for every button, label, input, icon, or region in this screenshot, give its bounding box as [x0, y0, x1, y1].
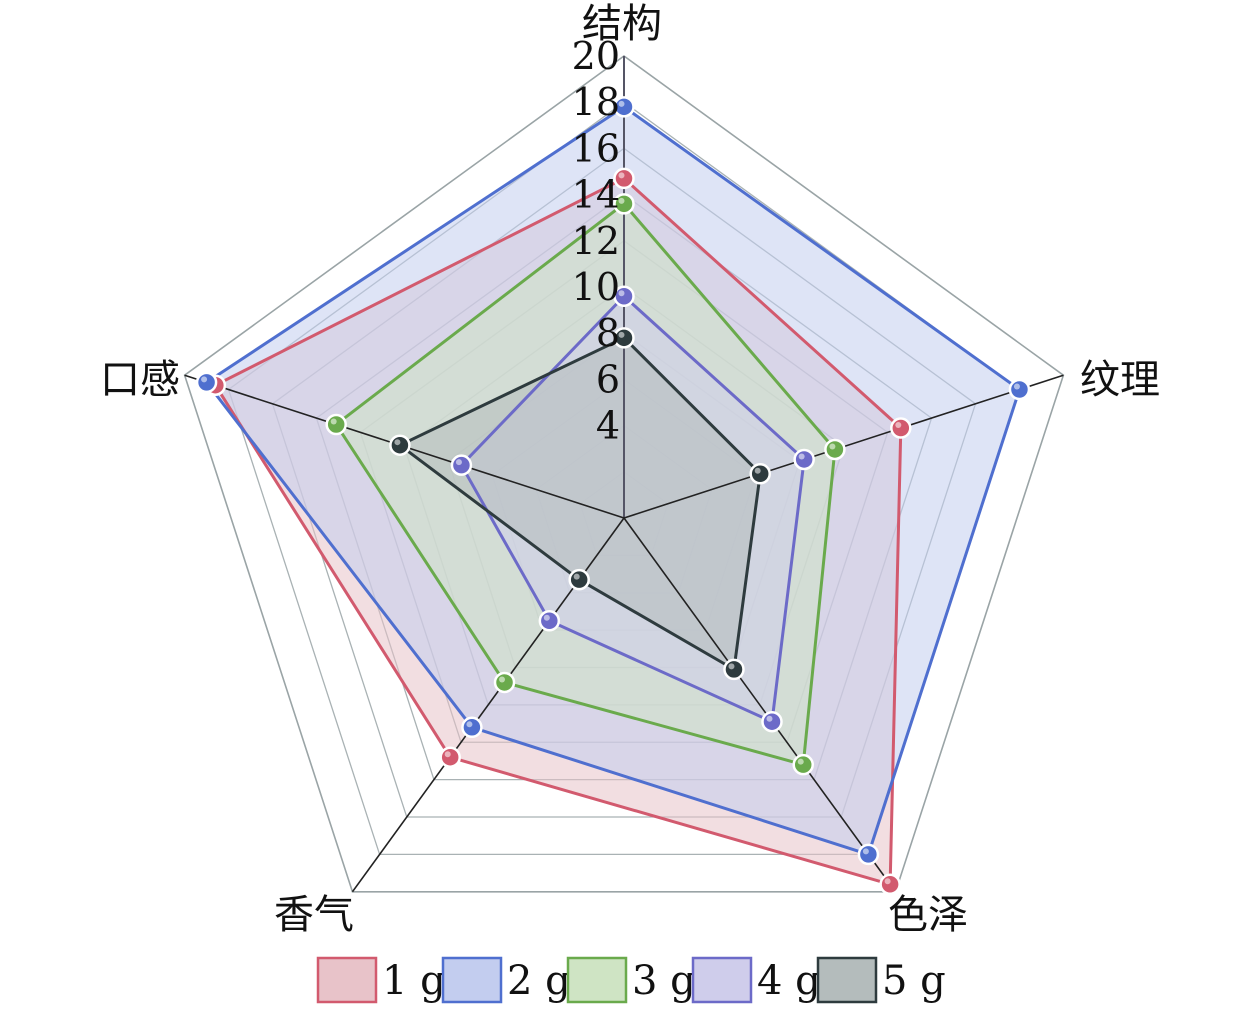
series-1-point-4-highlight [444, 751, 451, 758]
series-5-point-2-highlight [754, 467, 761, 474]
series-2-point-3-highlight [862, 848, 869, 855]
series-outlines [205, 105, 1021, 886]
series-3-point-1-highlight [618, 197, 625, 204]
series-points [195, 96, 1031, 896]
tick-label-4: 4 [596, 404, 620, 448]
series-line-1 [213, 176, 903, 886]
legend-swatch-2 [441, 956, 503, 1004]
series-4-point-2-highlight [798, 453, 805, 460]
legend-swatch-1 [316, 956, 378, 1004]
series-4-point-3 [761, 710, 783, 733]
series-2-point-2-highlight [1013, 383, 1020, 390]
series-5-point-4-highlight [573, 573, 580, 580]
series-1-point-3-highlight [884, 878, 891, 885]
tick-label-18: 18 [572, 80, 620, 124]
tick-label-6: 6 [596, 357, 620, 401]
series-3-point-3 [792, 753, 814, 776]
series-3-point-4 [493, 671, 516, 694]
series-1-point-2 [890, 417, 912, 439]
series-3-point-2-highlight [829, 443, 836, 450]
series-4-point-1-highlight [618, 290, 625, 297]
tick-label-8: 8 [596, 311, 620, 355]
axis-label-3: 色泽 [888, 892, 968, 938]
series-1-point-3 [879, 873, 901, 896]
series-line-4 [459, 294, 806, 724]
series-2-point-2 [1008, 378, 1031, 401]
legend-label-5: 5 g [882, 958, 946, 1004]
axis-label-5: 口感 [100, 357, 180, 403]
legend-label-3: 3 g [632, 958, 696, 1004]
legend-swatch-3 [566, 956, 628, 1004]
series-line-5 [398, 336, 762, 671]
series-1-point-1-highlight [618, 172, 625, 179]
legend-swatch-4 [691, 956, 753, 1004]
tick-label-10: 10 [572, 265, 620, 309]
series-3-point-5 [325, 413, 347, 436]
series-5-point-2 [749, 462, 771, 485]
series-3-point-5-highlight [330, 418, 337, 425]
series-2-point-1-highlight [618, 100, 625, 107]
series-4-point-5-highlight [455, 459, 462, 466]
series-3-point-4-highlight [499, 676, 506, 683]
series-4-point-5 [450, 454, 473, 476]
series-3-point-2 [824, 438, 846, 461]
legend-swatch-5 [816, 956, 878, 1004]
spoke-3 [623, 517, 897, 893]
series-5-point-4 [568, 568, 590, 591]
tick-label-12: 12 [572, 219, 620, 263]
series-2-point-4 [461, 716, 483, 739]
series-4-point-2 [793, 448, 815, 471]
series-4-point-4 [538, 610, 561, 632]
legend-label-1: 1 g [382, 958, 446, 1004]
series-4-point-4-highlight [543, 614, 550, 621]
series-3-point-3-highlight [797, 758, 804, 765]
series-fills [206, 106, 1020, 885]
series-4-point-3-highlight [766, 715, 773, 722]
series-line-2 [205, 105, 1021, 856]
series-5-point-5 [389, 434, 411, 456]
series-5-point-5-highlight [394, 439, 401, 446]
series-1-point-4 [439, 746, 461, 768]
legend-label-4: 4 g [757, 958, 821, 1004]
series-5-point-3-highlight [728, 663, 735, 670]
series-2-point-4-highlight [466, 721, 473, 728]
series-1-point-2-highlight [895, 422, 902, 429]
tick-label-20: 20 [572, 34, 620, 78]
axis-label-2: 纹理 [1080, 357, 1160, 403]
grid-ring-20 [183, 55, 1065, 893]
series-5-point-3 [723, 658, 745, 681]
series-2-point-5-highlight [201, 376, 208, 383]
series-5-point-1-highlight [618, 331, 625, 338]
legend-label-2: 2 g [507, 958, 571, 1004]
legend: 1 g 2 g 3 g 4 g 5 g [316, 956, 946, 1004]
axis-label-4: 香气 [274, 892, 354, 938]
series-2-point-5 [195, 371, 218, 394]
tick-label-16: 16 [572, 126, 620, 170]
tick-label-14: 14 [572, 173, 620, 217]
axis-label-1: 结构 [582, 1, 662, 47]
series-line-3 [334, 202, 837, 767]
series-2-point-3 [857, 843, 880, 866]
